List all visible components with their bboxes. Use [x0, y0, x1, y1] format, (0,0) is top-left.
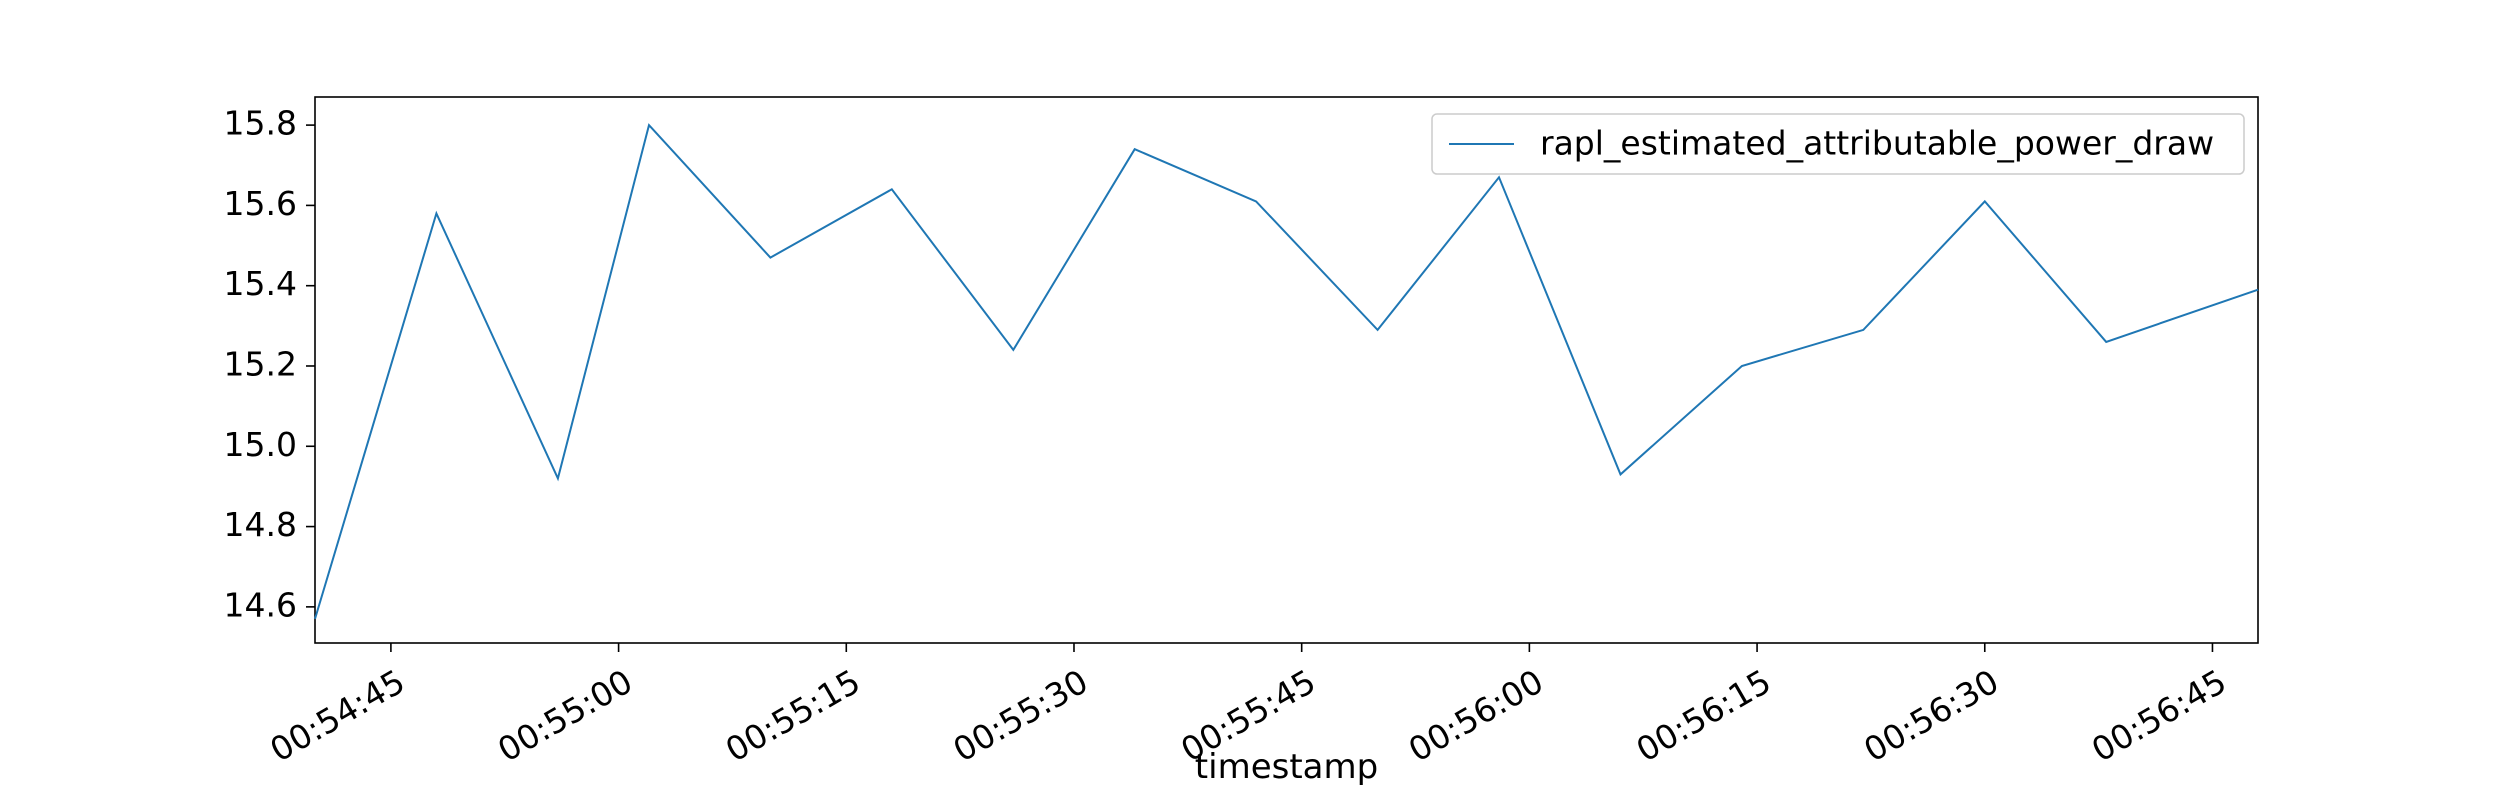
- legend: rapl_estimated_attributable_power_draw: [1431, 113, 2245, 175]
- y-tick-label: 14.6: [224, 585, 297, 624]
- x-tick-label: 00:54:45: [263, 662, 411, 770]
- axes-layer: [314, 96, 2259, 644]
- x-tick-label: 00:56:00: [1402, 662, 1550, 770]
- y-tick-label: 15.0: [224, 425, 297, 464]
- x-tick-label: 00:55:30: [947, 662, 1095, 770]
- legend-entry-label: rapl_estimated_attributable_power_draw: [1540, 124, 2214, 163]
- y-tick-label: 15.8: [224, 104, 297, 143]
- plot-frame: [314, 96, 2259, 644]
- x-axis-label: timestamp: [1195, 747, 1378, 787]
- series-layer: [314, 123, 2259, 620]
- x-tick-label: 00:56:15: [1630, 662, 1778, 770]
- y-tick-label: 15.6: [224, 184, 297, 223]
- legend-box: [1431, 113, 2245, 175]
- y-tick-label: 14.8: [224, 505, 297, 544]
- x-tick-label: 00:56:45: [2085, 662, 2233, 770]
- y-tick-label: 15.4: [224, 264, 297, 303]
- y-tick-label: 15.2: [224, 344, 297, 383]
- ticks-layer: 14.6 14.8 15.0 15.2 15.4 15.6 15.8 00:54:45 00:5…: [224, 104, 2233, 770]
- x-tick-label: 00:55:00: [491, 662, 639, 770]
- series-line: [314, 123, 2259, 620]
- x-tick-label: 00:56:30: [1857, 662, 2005, 770]
- x-tick-label: 00:55:15: [719, 662, 867, 770]
